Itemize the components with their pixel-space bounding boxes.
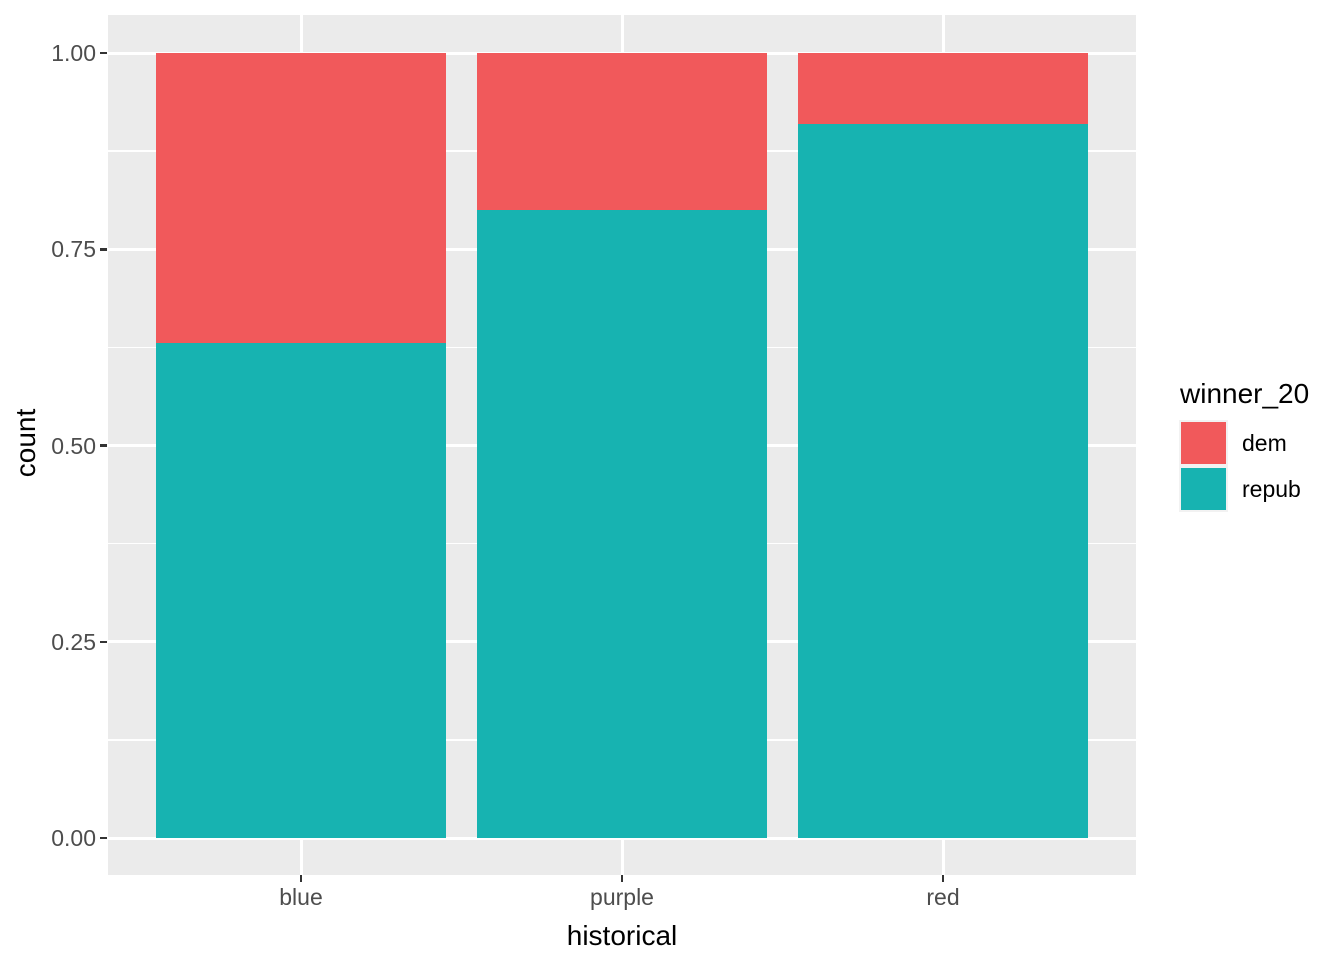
y-tick-mark — [100, 640, 107, 643]
y-tick-label: 0.50 — [51, 432, 96, 459]
x-tick-label: purple — [590, 884, 654, 910]
legend-keys: dem repub — [1179, 420, 1309, 512]
y-tick-label: 0.00 — [51, 825, 96, 851]
bar-segment-red-dem — [798, 53, 1088, 124]
legend-key-repub — [1179, 466, 1228, 512]
legend-swatch-dem — [1181, 422, 1226, 464]
x-tick-mark — [941, 875, 945, 882]
legend-item-dem: dem — [1179, 420, 1309, 466]
bar-segment-blue-repub — [156, 343, 446, 838]
y-tick-label: 0.25 — [51, 628, 96, 655]
x-tick-label: blue — [279, 884, 323, 910]
legend-swatch-repub — [1181, 468, 1226, 510]
legend-label-repub: repub — [1242, 475, 1301, 502]
plot-panel — [108, 15, 1136, 875]
y-axis-title: count — [10, 408, 41, 478]
y-tick-mark — [100, 51, 107, 55]
legend-item-repub: repub — [1179, 466, 1309, 512]
y-tick-mark — [100, 836, 107, 840]
legend-label-dem: dem — [1242, 429, 1287, 456]
y-tick-label: 0.75 — [51, 236, 96, 263]
legend-title: winner_20 — [1180, 378, 1310, 409]
legend: winner_20 dem repub — [1179, 378, 1309, 512]
x-tick-mark — [620, 875, 624, 882]
y-tick-mark — [100, 444, 107, 447]
bar-segment-purple-repub — [477, 210, 767, 838]
legend-key-dem — [1179, 420, 1228, 466]
bar-blue — [156, 53, 446, 838]
bar-purple — [477, 53, 767, 838]
bar-segment-purple-dem — [477, 53, 767, 210]
y-tick-label: 1.00 — [51, 40, 96, 66]
y-tick-mark — [100, 248, 107, 251]
x-tick-label: red — [926, 884, 960, 910]
bar-red — [798, 53, 1088, 838]
x-tick-mark — [299, 875, 303, 882]
bar-segment-blue-dem — [156, 53, 446, 344]
x-axis-title: historical — [566, 920, 678, 951]
bar-segment-red-repub — [798, 123, 1088, 838]
